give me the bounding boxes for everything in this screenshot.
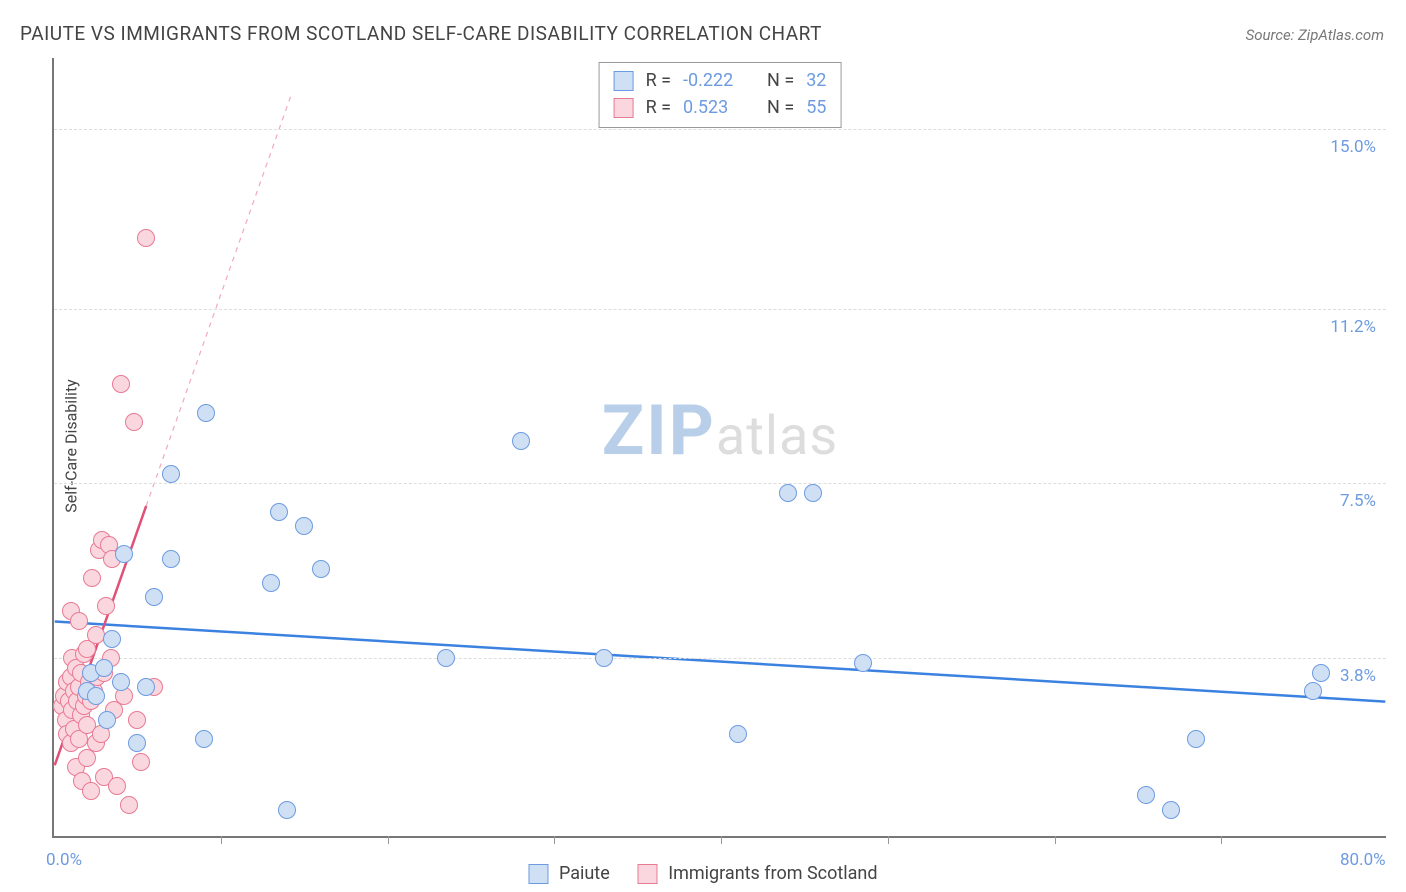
- scatter-point: [854, 654, 872, 672]
- scatter-point: [145, 588, 163, 606]
- scatter-point: [1312, 664, 1330, 682]
- n-label: N =: [767, 94, 794, 121]
- bottom-legend: Paiute Immigrants from Scotland: [520, 861, 885, 886]
- scatter-point: [87, 687, 105, 705]
- swatch-series-2: [614, 98, 634, 118]
- n-value-2: 55: [806, 94, 826, 121]
- x-axis-min-label: 0.0%: [46, 850, 82, 870]
- scatter-point: [512, 432, 530, 450]
- scatter-point: [115, 545, 133, 563]
- scatter-point: [97, 597, 115, 615]
- scatter-point: [87, 626, 105, 644]
- scatter-point: [108, 777, 126, 795]
- gridline-h: [54, 129, 1386, 130]
- scatter-point: [95, 659, 113, 677]
- scatter-point: [128, 711, 146, 729]
- scatter-point: [120, 796, 138, 814]
- scatter-point: [195, 730, 213, 748]
- swatch-series-2-icon: [638, 864, 658, 884]
- scatter-point: [1187, 730, 1205, 748]
- scatter-point: [112, 375, 130, 393]
- legend-label-2: Immigrants from Scotland: [668, 863, 877, 884]
- scatter-point: [125, 413, 143, 431]
- watermark: ZIPatlas: [602, 390, 839, 472]
- watermark-atlas: atlas: [716, 405, 838, 468]
- r-value-2: 0.523: [683, 94, 747, 121]
- source-label: Source: ZipAtlas.com: [1246, 26, 1384, 44]
- n-label: N =: [767, 67, 794, 94]
- x-tick: [721, 836, 722, 844]
- gridline-h: [54, 658, 1386, 659]
- scatter-point: [137, 678, 155, 696]
- scatter-point: [729, 725, 747, 743]
- chart-title: PAIUTE VS IMMIGRANTS FROM SCOTLAND SELF-…: [20, 22, 822, 45]
- scatter-point: [312, 560, 330, 578]
- scatter-point: [132, 753, 150, 771]
- r-label: R =: [646, 67, 671, 94]
- scatter-point: [82, 782, 100, 800]
- trend-lines-svg: [54, 58, 1386, 836]
- y-tick-label: 7.5%: [1340, 491, 1376, 511]
- scatter-point: [70, 612, 88, 630]
- scatter-point: [128, 734, 146, 752]
- gridline-h: [54, 483, 1386, 484]
- y-tick-label: 11.2%: [1330, 317, 1376, 337]
- scatter-point: [278, 801, 296, 819]
- r-label: R =: [646, 94, 671, 121]
- scatter-point: [270, 503, 288, 521]
- x-tick: [1055, 836, 1056, 844]
- scatter-point: [262, 574, 280, 592]
- scatter-point: [162, 550, 180, 568]
- correlation-legend-box: R = -0.222 N = 32 R = 0.523 N = 55: [599, 62, 842, 128]
- scatter-point: [295, 517, 313, 535]
- swatch-series-1-icon: [528, 864, 548, 884]
- scatter-point: [103, 630, 121, 648]
- scatter-point: [779, 484, 797, 502]
- correlation-row-2: R = 0.523 N = 55: [614, 94, 827, 121]
- scatter-point: [595, 649, 613, 667]
- swatch-series-1: [614, 71, 634, 91]
- x-axis-max-label: 80.0%: [1340, 850, 1386, 870]
- scatter-point: [98, 711, 116, 729]
- n-value-1: 32: [806, 67, 826, 94]
- x-tick: [388, 836, 389, 844]
- correlation-row-1: R = -0.222 N = 32: [614, 67, 827, 94]
- y-tick-label: 15.0%: [1330, 137, 1376, 157]
- watermark-zip: ZIP: [602, 390, 716, 472]
- x-tick: [554, 836, 555, 844]
- x-tick: [888, 836, 889, 844]
- legend-label-1: Paiute: [559, 863, 610, 884]
- scatter-point: [1162, 801, 1180, 819]
- plot-area: ZIPatlas R = -0.222 N = 32 R = 0.523 N =…: [52, 58, 1386, 838]
- scatter-point: [804, 484, 822, 502]
- scatter-point: [1304, 682, 1322, 700]
- scatter-point: [83, 569, 101, 587]
- scatter-point: [112, 673, 130, 691]
- scatter-point: [437, 649, 455, 667]
- scatter-point: [137, 229, 155, 247]
- scatter-point: [197, 404, 215, 422]
- legend-item-1: Paiute: [528, 863, 609, 884]
- y-tick-label: 3.8%: [1340, 666, 1376, 686]
- x-tick: [221, 836, 222, 844]
- gridline-h: [54, 309, 1386, 310]
- r-value-1: -0.222: [683, 67, 747, 94]
- legend-item-2: Immigrants from Scotland: [638, 863, 878, 884]
- scatter-point: [1137, 786, 1155, 804]
- scatter-point: [162, 465, 180, 483]
- x-tick: [1221, 836, 1222, 844]
